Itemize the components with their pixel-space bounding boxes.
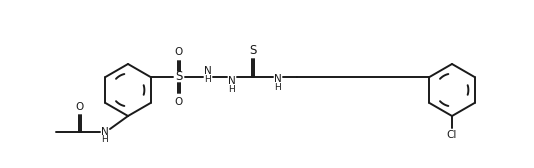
Text: N: N (227, 76, 235, 86)
Text: S: S (175, 71, 182, 83)
Text: H: H (228, 85, 235, 94)
Text: N: N (203, 66, 211, 76)
Text: N: N (101, 127, 109, 137)
Text: H: H (101, 135, 108, 143)
Text: Cl: Cl (447, 130, 457, 140)
Text: H: H (204, 74, 211, 83)
Text: O: O (175, 97, 183, 107)
Text: S: S (249, 45, 256, 57)
Text: N: N (273, 74, 281, 84)
Text: O: O (76, 102, 84, 112)
Text: H: H (274, 82, 281, 92)
Text: O: O (175, 47, 183, 57)
